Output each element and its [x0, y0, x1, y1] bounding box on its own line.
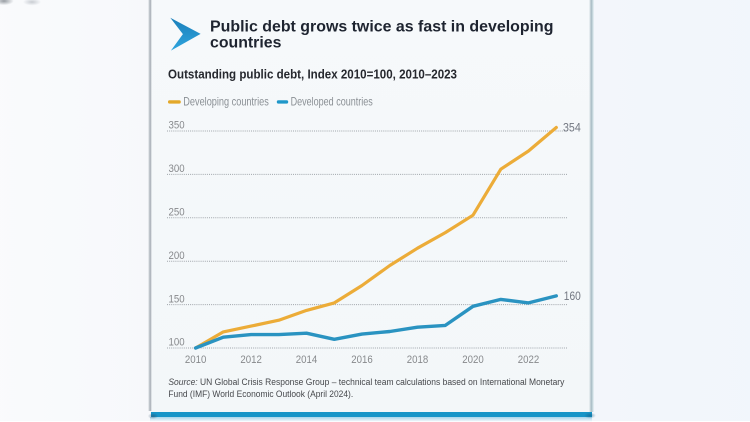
svg-text:2020: 2020 [462, 354, 484, 366]
svg-text:Outstanding public debt, Index: Outstanding public debt, Index 2010=100,… [168, 67, 457, 82]
svg-text:250: 250 [169, 207, 185, 219]
svg-text:200: 200 [169, 250, 185, 262]
svg-text:Developed countries: Developed countries [291, 94, 373, 108]
svg-text:100: 100 [169, 337, 185, 349]
svg-text:2012: 2012 [240, 354, 262, 366]
svg-text:160: 160 [564, 289, 581, 303]
svg-text:countries: countries [210, 35, 282, 52]
svg-text:Developing countries: Developing countries [183, 94, 269, 108]
svg-text:354: 354 [563, 120, 581, 134]
svg-text:2014: 2014 [296, 354, 318, 366]
svg-text:2016: 2016 [351, 354, 373, 366]
svg-text:2022: 2022 [518, 354, 540, 366]
svg-text:Public debt grows twice as fas: Public debt grows twice as fast in devel… [210, 19, 554, 36]
svg-text:2018: 2018 [407, 354, 429, 366]
svg-text:150: 150 [169, 293, 185, 305]
svg-text:Source: UN Global Crisis Respo: Source: UN Global Crisis Response Group … [168, 377, 564, 388]
svg-text:Fund (IMF) World Economic Outl: Fund (IMF) World Economic Outlook (April… [168, 389, 353, 400]
svg-text:2010: 2010 [185, 354, 207, 366]
svg-text:300: 300 [169, 163, 185, 175]
svg-text:350: 350 [169, 120, 185, 132]
